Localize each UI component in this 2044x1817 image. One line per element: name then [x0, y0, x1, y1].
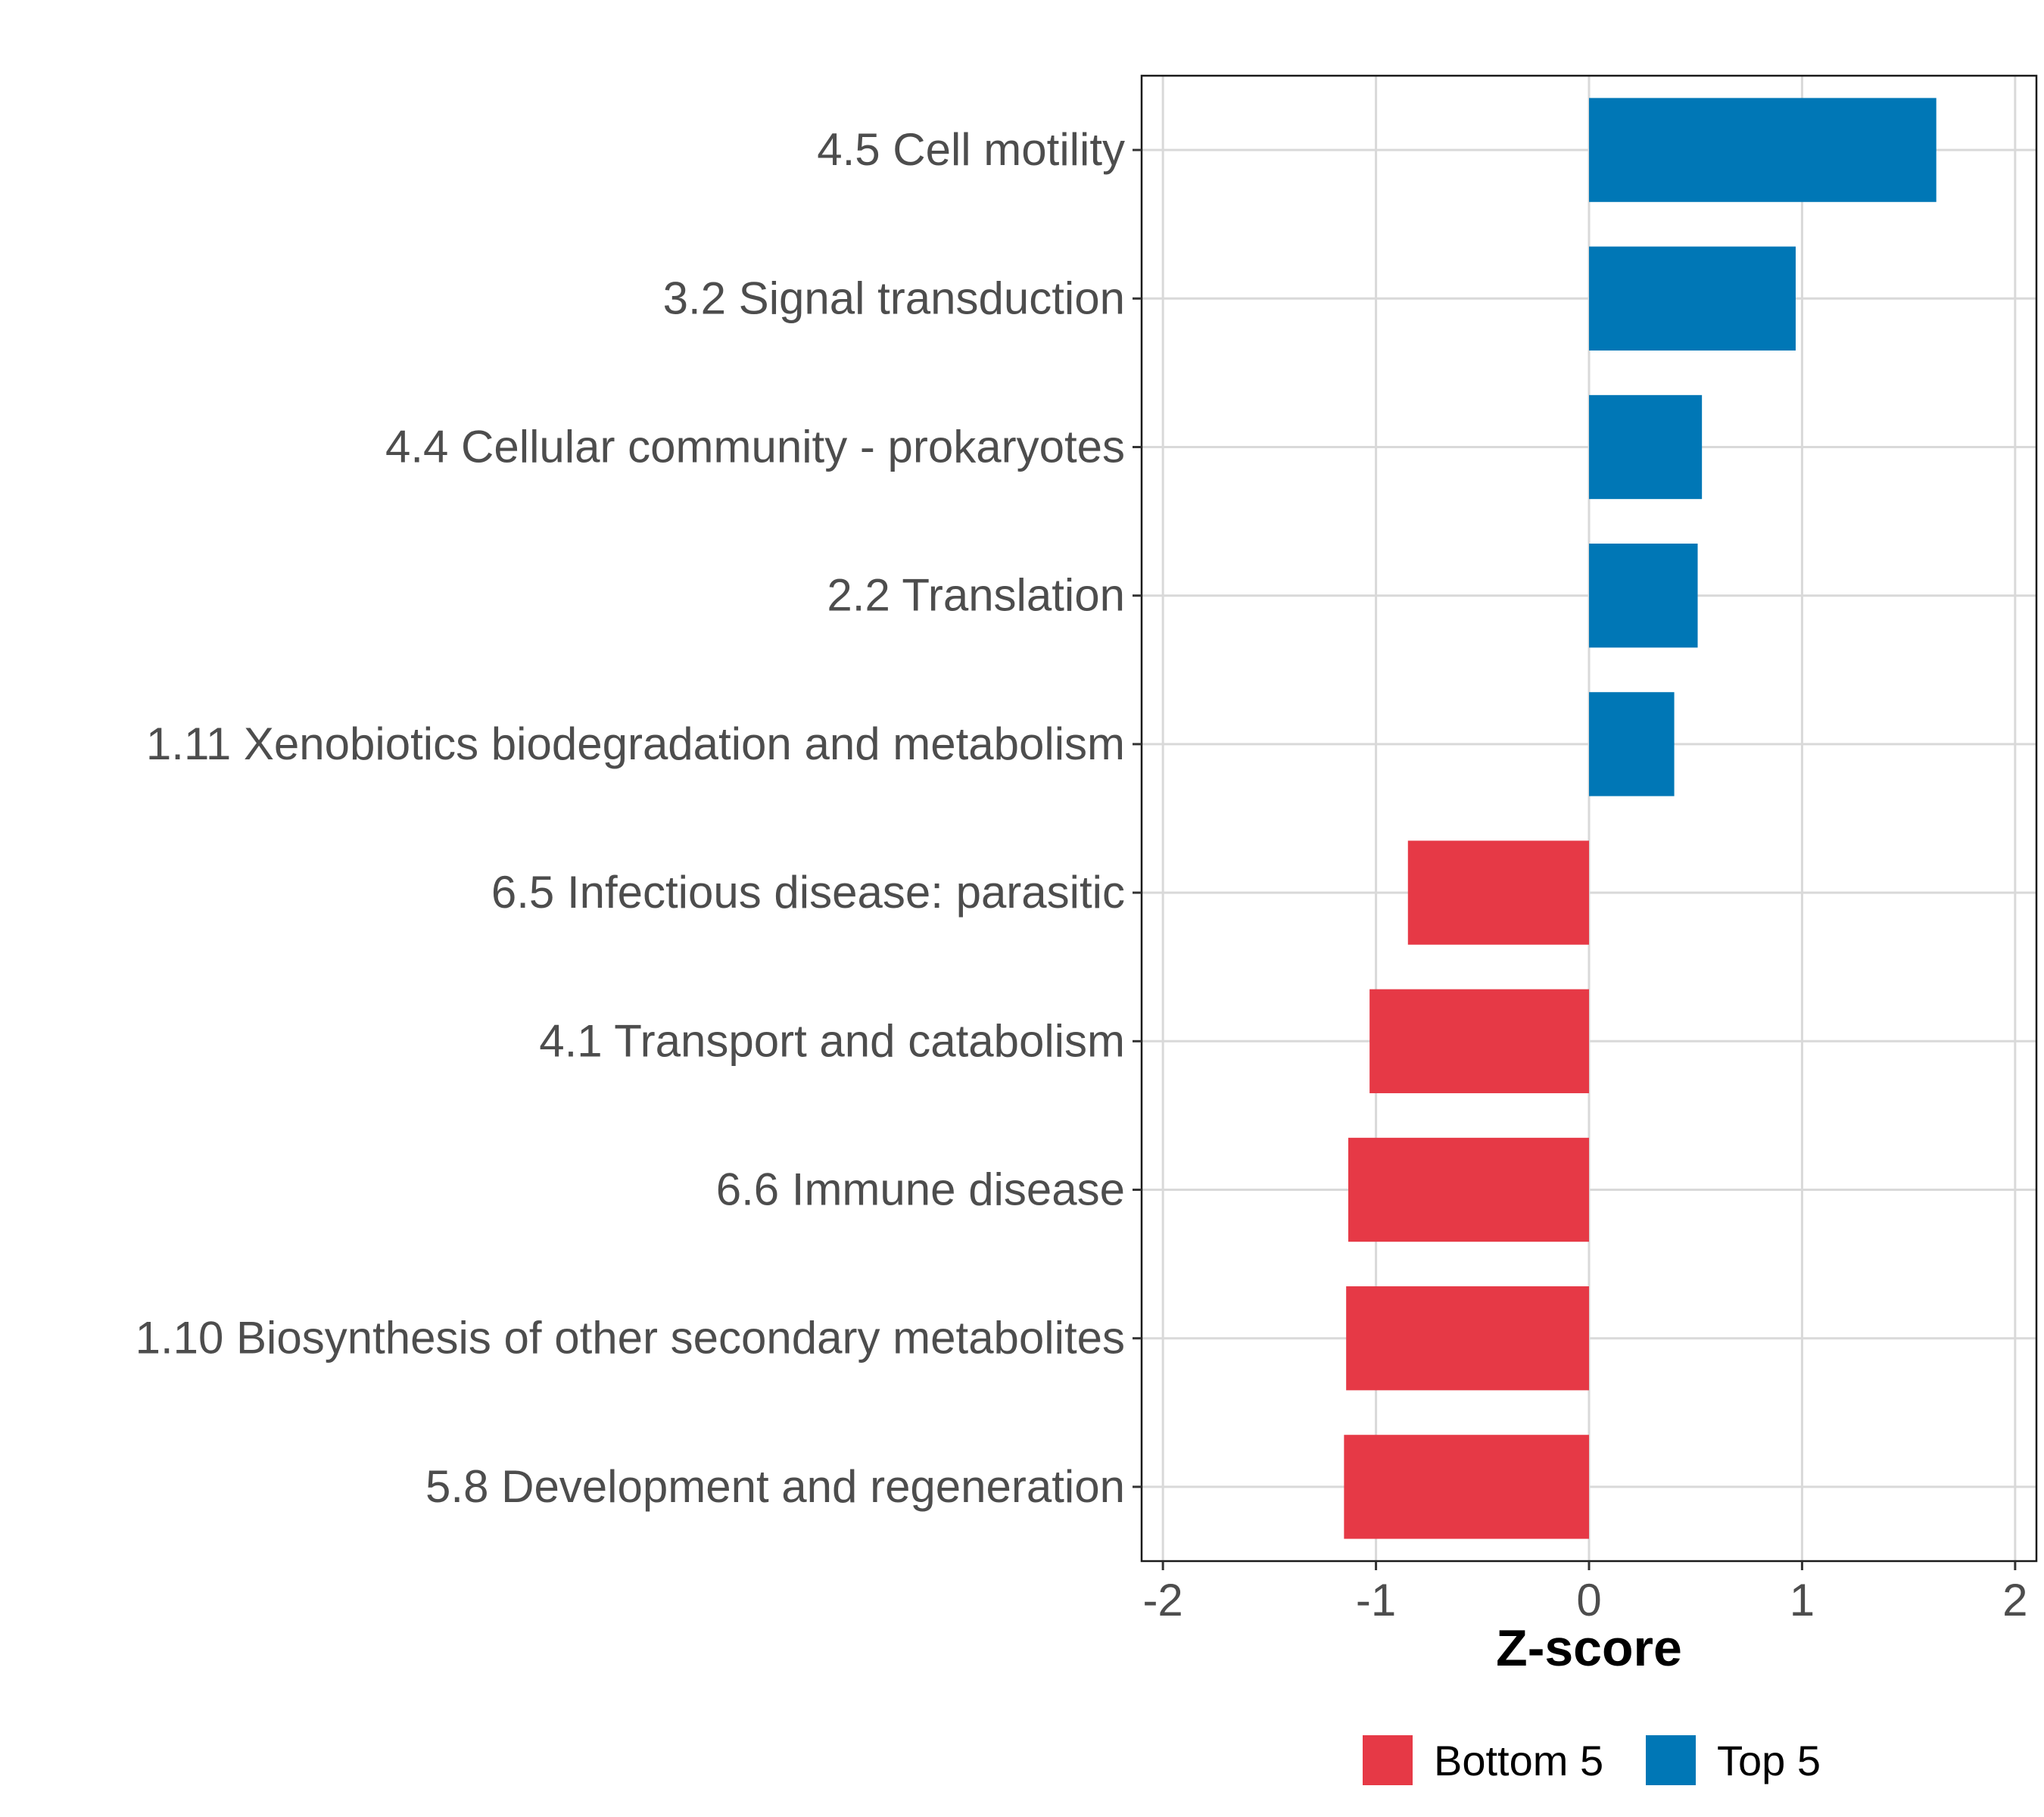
bar [1589, 394, 1703, 500]
legend-layer: Bottom 5 Top 5 [1363, 1735, 1821, 1785]
bar [1346, 1286, 1589, 1391]
bar [1348, 1137, 1589, 1242]
x-tick-label: 1 [1790, 1575, 1815, 1625]
bar [1369, 989, 1589, 1093]
legend-swatch [1363, 1735, 1413, 1785]
y-tick-label: 6.5 Infectious disease: parasitic [491, 867, 1125, 918]
y-tick-label: 1.11 Xenobiotics biodegradation and meta… [146, 718, 1125, 769]
legend-swatch [1646, 1735, 1696, 1785]
y-tick-label: 4.5 Cell motility [817, 124, 1125, 175]
x-tick-label: -1 [1356, 1575, 1396, 1625]
bar [1589, 98, 1937, 202]
y-tick-label: 4.4 Cellular community - prokaryotes [385, 422, 1125, 472]
x-tick-label: 0 [1576, 1575, 1601, 1625]
bar [1589, 246, 1796, 351]
label-layer: 4.5 Cell motility 3.2 Signal transduction… [136, 124, 2028, 1677]
bar-layer [1344, 98, 1937, 1539]
y-tick-label: 3.2 Signal transduction [663, 273, 1125, 323]
x-axis-title: Z-score [1496, 1619, 1682, 1677]
y-tick-label: 5.8 Development and regeneration [425, 1461, 1125, 1512]
y-tick-label: 6.6 Immune disease [716, 1164, 1125, 1215]
legend-label: Top 5 [1717, 1737, 1821, 1784]
bar [1589, 692, 1675, 796]
axis-layer [1133, 74, 2038, 1570]
bar [1589, 544, 1698, 648]
y-tick-label: 4.1 Transport and catabolism [539, 1015, 1125, 1066]
x-tick-label: 2 [2002, 1575, 2027, 1625]
y-tick-label: 2.2 Translation [827, 570, 1125, 621]
x-tick-label: -2 [1142, 1575, 1182, 1625]
y-tick-label: 1.10 Biosynthesis of other secondary met… [136, 1313, 1125, 1364]
bar [1407, 840, 1589, 945]
bar [1344, 1435, 1589, 1539]
legend-label: Bottom 5 [1434, 1737, 1603, 1784]
